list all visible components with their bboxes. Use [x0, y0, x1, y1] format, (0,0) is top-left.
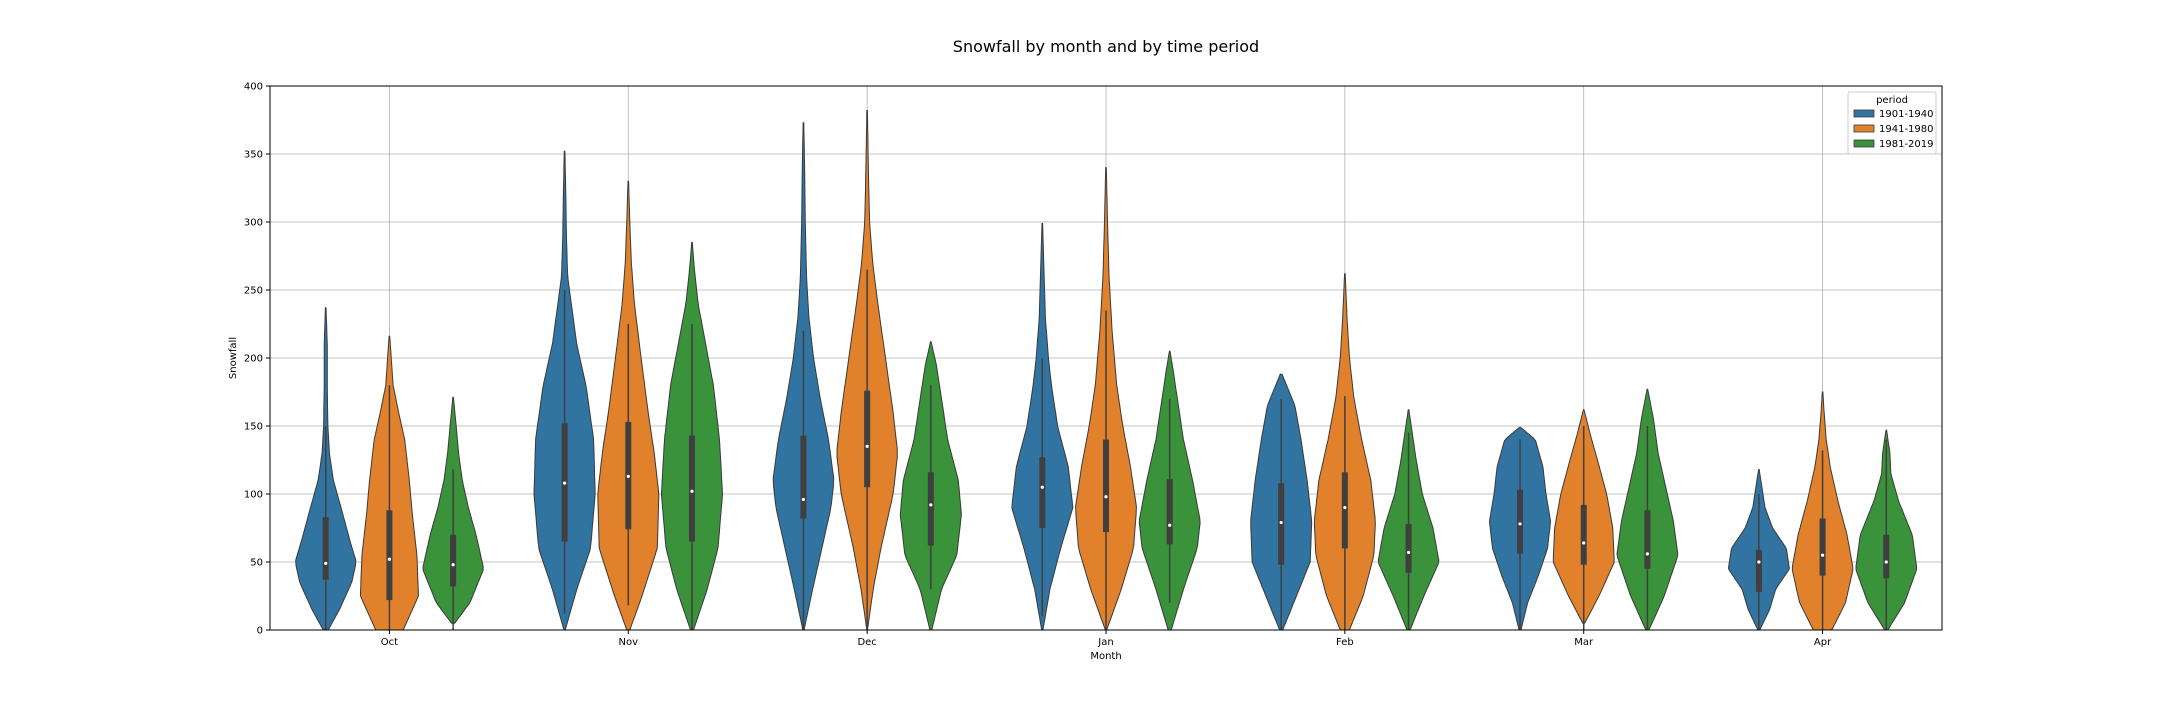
y-tick-label: 300	[244, 218, 263, 229]
iqr-box	[1405, 523, 1412, 573]
iqr-box	[1883, 534, 1890, 579]
legend-swatch	[1853, 139, 1875, 148]
legend-title: period	[1876, 95, 1908, 106]
x-tick-label: Apr	[1814, 637, 1832, 648]
iqr-box	[1517, 489, 1524, 554]
x-axis-label: Month	[1090, 651, 1121, 662]
y-tick-label: 100	[244, 490, 263, 501]
median-point	[1757, 560, 1761, 564]
median-point	[1820, 553, 1825, 557]
median-point	[1168, 523, 1172, 527]
median-point	[1884, 560, 1888, 564]
x-tick-label: Jan	[1097, 637, 1113, 648]
x-tick-label: Dec	[857, 637, 876, 648]
median-point	[690, 489, 694, 493]
y-axis-label: Snowfall	[228, 337, 239, 379]
median-point	[1104, 495, 1108, 499]
median-point	[562, 481, 567, 485]
x-tick-label: Feb	[1336, 637, 1354, 648]
median-point	[1645, 552, 1650, 556]
x-tick-label: Oct	[381, 637, 398, 648]
y-tick-label: 250	[244, 286, 263, 297]
iqr-box	[1580, 504, 1587, 565]
iqr-box	[1644, 510, 1651, 569]
legend-label: 1901-1940	[1879, 109, 1934, 120]
iqr-box	[322, 517, 329, 580]
median-point	[1343, 506, 1347, 510]
iqr-box	[1819, 518, 1826, 576]
x-tick-label: Nov	[619, 637, 639, 648]
x-tick-label: Mar	[1574, 637, 1594, 648]
legend-box	[1847, 91, 1937, 155]
iqr-box	[1103, 439, 1109, 533]
median-point	[1279, 520, 1283, 525]
iqr-box	[450, 534, 457, 587]
iqr-box	[688, 435, 695, 542]
x-axis-ticks: Oct Nov Dec Jan Feb Mar Apr	[381, 630, 1832, 648]
median-point	[1406, 550, 1411, 555]
median-point	[1518, 522, 1522, 526]
iqr-box	[1755, 549, 1762, 592]
chart-title: Snowfall by month and by time period	[953, 37, 1259, 56]
legend-label: 1981-2019	[1879, 139, 1934, 150]
iqr-box	[927, 472, 934, 546]
violins	[295, 110, 1918, 631]
y-tick-label: 50	[250, 558, 263, 569]
median-point	[387, 557, 392, 561]
legend: period 1901-1940 1941-1980 1981-2019	[1847, 91, 1937, 155]
median-point	[324, 561, 328, 565]
y-tick-label: 200	[244, 354, 263, 365]
iqr-box	[1166, 479, 1173, 545]
median-point	[626, 474, 630, 478]
median-point	[865, 444, 869, 448]
iqr-box	[864, 390, 871, 488]
iqr-box	[1341, 472, 1348, 549]
median-point	[929, 503, 933, 507]
y-tick-label: 150	[244, 422, 263, 433]
iqr-box	[386, 510, 393, 601]
legend-swatch	[1853, 109, 1875, 118]
median-point	[451, 563, 455, 567]
iqr-box	[800, 435, 807, 519]
y-tick-label: 350	[244, 150, 263, 161]
median-point	[801, 497, 806, 502]
y-axis-ticks: 0 50 100 150 200 250 300 350 400	[244, 82, 270, 637]
legend-label: 1941-1980	[1879, 124, 1934, 135]
y-tick-label: 400	[244, 82, 263, 93]
iqr-box	[1039, 457, 1046, 528]
median-point	[1582, 541, 1586, 545]
y-tick-label: 0	[257, 626, 263, 637]
median-point	[1040, 485, 1044, 489]
legend-swatch	[1853, 124, 1875, 133]
